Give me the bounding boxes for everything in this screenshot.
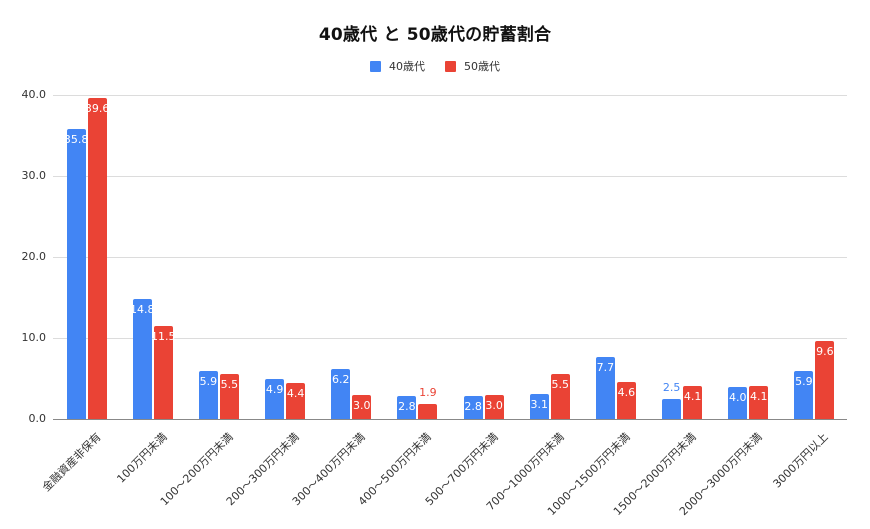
value-label: 3.0 xyxy=(485,398,503,412)
gridline xyxy=(53,176,847,177)
value-label: 4.1 xyxy=(683,389,702,403)
legend: 40歳代 50歳代 xyxy=(0,58,870,74)
chart-title: 40歳代 と 50歳代の貯蓄割合 xyxy=(318,25,552,45)
y-axis-tick-label: 10.0 xyxy=(21,331,47,344)
value-label: 4.0 xyxy=(729,390,747,404)
bar-40s[interactable] xyxy=(529,393,549,419)
bar-40s[interactable] xyxy=(662,398,682,419)
y-axis-tick-label: 20.0 xyxy=(21,250,47,263)
value-label: 4.9 xyxy=(265,383,284,397)
value-label: 35.8 xyxy=(63,133,89,147)
bar-50s[interactable] xyxy=(352,394,372,419)
bar-40s[interactable] xyxy=(331,368,351,419)
value-label: 5.9 xyxy=(795,375,813,389)
value-label: 5.5 xyxy=(220,378,239,392)
value-label: 14.8 xyxy=(130,303,155,317)
y-axis-tick-label: 40.0 xyxy=(21,88,47,101)
legend-swatch-40s xyxy=(370,60,381,72)
bar-50s[interactable] xyxy=(418,403,438,419)
legend-label-50s: 50歳代 xyxy=(464,60,500,73)
bar-40s[interactable] xyxy=(397,396,417,419)
bar-40s[interactable] xyxy=(66,129,86,419)
gridline xyxy=(53,257,847,258)
value-label: 6.2 xyxy=(332,372,350,386)
bar-50s[interactable] xyxy=(153,325,173,419)
value-label: 39.6 xyxy=(84,102,110,116)
bar-50s[interactable] xyxy=(683,385,703,419)
bar-50s[interactable] xyxy=(550,374,570,419)
bar-50s[interactable] xyxy=(616,381,636,419)
gridline xyxy=(53,338,847,339)
value-label: 5.5 xyxy=(551,378,570,392)
value-label: 3.0 xyxy=(353,398,371,412)
gridline xyxy=(53,95,847,96)
value-label: 1.9 xyxy=(419,385,437,399)
x-axis-category-label: 金融資産非保有 xyxy=(39,430,104,495)
value-label: 2.8 xyxy=(398,400,416,414)
value-label: 4.4 xyxy=(286,387,305,401)
bar-40s[interactable] xyxy=(728,386,748,419)
value-label: 3.1 xyxy=(530,397,549,411)
value-label: 4.1 xyxy=(750,389,768,403)
bar-50s[interactable] xyxy=(219,374,239,419)
bar-40s[interactable] xyxy=(132,299,152,419)
x-axis-category-label: 100万円未満 xyxy=(114,430,170,486)
bar-50s[interactable] xyxy=(749,385,769,419)
bar-40s[interactable] xyxy=(463,396,483,419)
x-axis-category-label: 3000万円以上 xyxy=(770,430,832,491)
value-label: 9.6 xyxy=(816,345,834,359)
value-label: 2.5 xyxy=(662,380,681,394)
bar-50s[interactable] xyxy=(815,341,835,419)
bar-50s[interactable] xyxy=(484,394,504,419)
bar-50s[interactable] xyxy=(286,383,306,419)
bar-40s[interactable] xyxy=(595,356,615,419)
bar-40s[interactable] xyxy=(794,371,814,419)
value-label: 5.9 xyxy=(199,375,218,389)
bar-40s[interactable] xyxy=(265,379,285,419)
x-axis-baseline xyxy=(53,419,847,420)
value-label: 2.8 xyxy=(464,400,482,414)
legend-item-50s[interactable]: 50歳代 xyxy=(445,58,500,74)
y-axis-tick-label: 0.0 xyxy=(28,412,47,425)
y-axis-tick-label: 30.0 xyxy=(21,169,47,182)
value-label: 4.6 xyxy=(617,385,636,399)
legend-label-40s: 40歳代 xyxy=(389,60,425,73)
bar-40s[interactable] xyxy=(198,371,218,419)
legend-swatch-50s xyxy=(445,60,456,72)
value-label: 11.5 xyxy=(151,329,176,343)
bar-50s[interactable] xyxy=(87,98,107,419)
value-label: 7.7 xyxy=(596,360,615,374)
legend-item-40s[interactable]: 40歳代 xyxy=(370,58,425,74)
